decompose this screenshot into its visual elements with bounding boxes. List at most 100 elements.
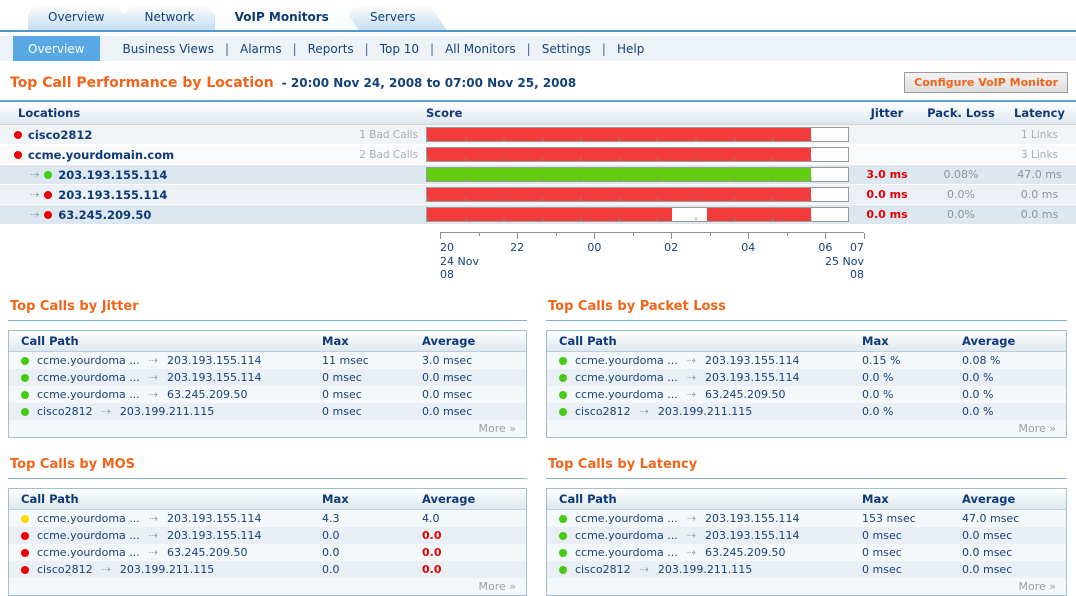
call-path-cell: ccme.yourdoma ... ⇢ 203.193.155.114 [547, 371, 862, 384]
section-top-calls-by-mos: Top Calls by MOS Call Path Max Average ccme.… [8, 454, 527, 596]
call-destination: 203.193.155.114 [705, 529, 800, 542]
bar-hour-ticks [427, 177, 848, 181]
tab-underline [0, 30, 1076, 32]
date-range: - 20:00 Nov 24, 2008 to 07:00 Nov 25, 20… [281, 75, 577, 90]
title-underline [0, 100, 1076, 102]
call-source: ccme.yourdoma ... [575, 512, 678, 525]
average-value: 0.0 msec [422, 371, 473, 384]
link-name-link[interactable]: 203.193.155.114 [58, 187, 168, 202]
max-value: 0.0 % [862, 388, 894, 401]
call-arrow-icon: ⇢ [148, 512, 158, 525]
status-dot-red [14, 130, 22, 139]
subnav-item-settings[interactable]: Settings [541, 41, 591, 56]
pack-loss-value: 0.0% [947, 188, 975, 201]
call-destination: 63.245.209.50 [167, 546, 248, 559]
call-row: ccme.yourdoma ... ⇢ 203.193.155.114 11 msec… [9, 352, 526, 369]
subnav-item-alarms[interactable]: Alarms [240, 41, 282, 56]
link-name-link[interactable]: 203.193.155.114 [58, 167, 168, 182]
more-link[interactable]: More » [1018, 580, 1057, 593]
location-row: ⇢ 203.193.155.114 3.0 ms 0.08% 47.0 ms [0, 165, 1076, 185]
call-row: ccme.yourdoma ... ⇢ 203.193.155.114 0 msec 0… [547, 527, 1066, 544]
jitter-value: 0.0 ms [866, 208, 908, 221]
tab-servers[interactable]: Servers [349, 5, 447, 30]
location-rows: cisco2812 1 Bad Calls 1 Links ccme.yourdoma… [0, 125, 1076, 225]
max-value: 0.0 [322, 529, 340, 542]
configure-voip-monitor-button[interactable]: Configure VoIP Monitor [904, 72, 1068, 93]
score-bar [426, 167, 849, 182]
status-dot-red [44, 190, 53, 199]
location-table-header: Locations Score Jitter Pack. Loss Latenc… [0, 102, 1076, 125]
call-source: ccme.yourdoma ... [575, 529, 678, 542]
call-source: ccme.yourdoma ... [575, 546, 678, 559]
max-value: 4.3 [322, 512, 340, 525]
max-value: 0 msec [322, 405, 362, 418]
call-row: ccme.yourdoma ... ⇢ 63.245.209.50 0.0 0.0 [9, 544, 526, 561]
device-name-link[interactable]: ccme.yourdomain.com [28, 147, 175, 162]
time-axis: 20 22 00 02 04 06 07 24 Nov 08 25 Nov 08 [440, 232, 865, 286]
axis-major-tick [440, 233, 441, 239]
subnav-separator: | [364, 41, 369, 56]
call-source: ccme.yourdoma ... [37, 354, 140, 367]
more-link[interactable]: More » [478, 422, 517, 435]
call-source: ccme.yourdoma ... [37, 371, 140, 384]
subnav-item-top-10[interactable]: Top 10 [379, 41, 420, 56]
call-destination: 203.193.155.114 [705, 354, 800, 367]
call-path-cell: ccme.yourdoma ... ⇢ 63.245.209.50 [9, 388, 322, 401]
subnav-item-overview[interactable]: Overview [13, 36, 100, 61]
status-dot-green [559, 514, 567, 523]
tab-overview[interactable]: Overview [28, 5, 135, 30]
calls-table: Call Path Max Average ccme.yourdoma ... ⇢ 203… [546, 488, 1067, 596]
score-bar-cell [418, 147, 855, 162]
status-dot-green [559, 407, 567, 416]
links-count: 1 Links [1021, 128, 1058, 141]
latency-value: 0.0 ms [1020, 188, 1059, 201]
call-path-cell: ccme.yourdoma ... ⇢ 63.245.209.50 [547, 546, 862, 559]
max-value: 0.0 % [862, 405, 894, 418]
section-title: Top Calls by MOS [10, 457, 136, 472]
link-name-link[interactable]: 63.245.209.50 [58, 207, 152, 222]
subnav-item-business-views[interactable]: Business Views [122, 41, 214, 56]
call-destination: 203.193.155.114 [167, 354, 262, 367]
score-bar [426, 207, 849, 222]
calls-table: Call Path Max Average ccme.yourdoma ... ⇢ 203… [8, 330, 527, 438]
max-value: 0 msec [862, 546, 902, 559]
axis-end-date: 25 Nov [825, 255, 864, 268]
jitter-value: 3.0 ms [866, 168, 908, 181]
call-source: ccme.yourdoma ... [37, 546, 140, 559]
axis-label: 02 [664, 241, 679, 254]
call-path-cell: ccme.yourdoma ... ⇢ 203.193.155.114 [9, 529, 322, 542]
average-value: 0.0 [422, 546, 442, 559]
subnav-item-all-monitors[interactable]: All Monitors [445, 41, 516, 56]
score-bar-cell [418, 127, 855, 142]
call-source: ccme.yourdoma ... [37, 512, 140, 525]
subnav-separator: | [526, 41, 531, 56]
call-row: ccme.yourdoma ... ⇢ 203.193.155.114 0.0 0.0 [9, 527, 526, 544]
device-name-link[interactable]: cisco2812 [28, 127, 93, 142]
average-value: 47.0 msec [962, 512, 1020, 525]
more-link[interactable]: More » [478, 580, 517, 593]
location-row: ⇢ 203.193.155.114 0.0 ms 0.0% 0.0 ms [0, 185, 1076, 205]
tab-network[interactable]: Network [125, 5, 225, 30]
status-dot-yellow [21, 514, 29, 523]
column-header-latency: Latency [1014, 106, 1065, 120]
subnav-item-reports[interactable]: Reports [307, 41, 354, 56]
axis-major-tick [825, 233, 827, 239]
call-destination: 203.193.155.114 [167, 512, 262, 525]
column-header-pack-loss: Pack. Loss [927, 106, 995, 120]
subnav-item-help[interactable]: Help [616, 41, 645, 56]
latency-value: 47.0 ms [1017, 168, 1062, 181]
call-row: cisco2812 ⇢ 203.199.211.115 0 msec 0.0 msec [9, 403, 526, 420]
title-row: Top Call Performance by Location - 20:00… [0, 61, 1076, 100]
call-row: ccme.yourdoma ... ⇢ 203.193.155.114 0.15 % 0… [547, 352, 1066, 369]
section-underline [8, 478, 527, 479]
score-bar [426, 187, 849, 202]
tab-voip-monitors[interactable]: VoIP Monitors [215, 5, 359, 30]
location-name-cell: ⇢ 203.193.155.114 [0, 168, 310, 182]
average-value: 0.0 msec [962, 529, 1013, 542]
axis-major-tick [864, 233, 865, 239]
more-link[interactable]: More » [1018, 422, 1057, 435]
axis-minor-tick [555, 233, 557, 236]
axis-label: 20 [440, 241, 454, 254]
section-title: Top Calls by Packet Loss [548, 299, 726, 314]
links-count: 3 Links [1021, 148, 1058, 161]
